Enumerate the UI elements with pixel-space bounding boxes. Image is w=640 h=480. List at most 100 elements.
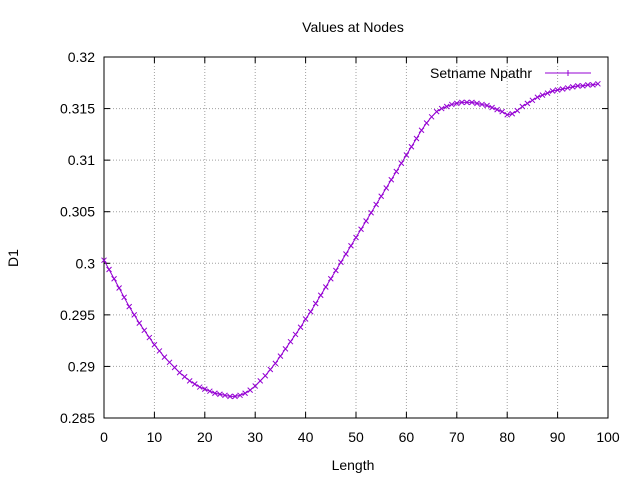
data-point	[413, 135, 420, 142]
data-point	[574, 83, 581, 89]
data-point	[201, 386, 208, 392]
data-point	[191, 381, 198, 387]
axis-ticks: 0 10 20 30 40 50 60 70 80 90 1000.2850.290.2950.30…	[60, 49, 620, 445]
data-point	[141, 327, 148, 334]
data-point	[438, 105, 445, 112]
data-point	[373, 201, 380, 208]
data-point	[156, 348, 163, 354]
data-point	[277, 353, 284, 359]
x-tick-label: 30	[247, 429, 263, 445]
x-tick-label: 100	[596, 429, 620, 445]
data-point	[312, 300, 319, 307]
data-point	[267, 366, 274, 373]
data-point	[206, 388, 213, 395]
data-point	[388, 176, 395, 183]
data-point	[302, 316, 309, 322]
x-tick-label: 80	[499, 429, 515, 445]
data-point	[509, 110, 516, 117]
data-point	[237, 392, 243, 399]
data-point	[358, 226, 364, 233]
data-point	[448, 101, 455, 108]
data-point	[479, 101, 485, 108]
data-point	[504, 111, 511, 118]
x-axis-title: Length	[332, 457, 375, 473]
data-point	[590, 81, 596, 88]
chart-title: Values at Nodes	[302, 19, 404, 35]
data-point	[584, 81, 591, 88]
y-tick-label: 0.315	[60, 101, 95, 117]
data-point	[378, 193, 385, 200]
legend-marker-plus	[565, 70, 571, 76]
data-point	[484, 102, 490, 109]
y-tick-label: 0.305	[60, 204, 95, 220]
data-point	[343, 251, 349, 257]
data-point	[196, 384, 203, 390]
data-point	[287, 338, 294, 345]
x-tick-label: 40	[298, 429, 314, 445]
data-point	[559, 86, 566, 92]
data-point	[297, 324, 304, 331]
data-point	[514, 107, 521, 114]
data-point	[171, 364, 178, 371]
data-point	[166, 359, 173, 366]
y-tick-label: 0.3	[76, 255, 96, 271]
data-point	[338, 259, 344, 266]
data-point	[464, 99, 470, 106]
data-point	[595, 80, 601, 87]
data-point	[494, 106, 500, 113]
y-tick-label: 0.32	[68, 49, 95, 65]
data-point	[554, 87, 561, 93]
data-point	[579, 83, 586, 89]
data-point	[242, 390, 248, 397]
y-axis-title: D1	[5, 249, 21, 267]
data-point	[529, 97, 536, 104]
data-point	[222, 392, 228, 399]
y-tick-label: 0.285	[60, 410, 95, 426]
data-point	[212, 390, 218, 397]
x-tick-label: 10	[147, 429, 163, 445]
data-point	[423, 120, 430, 126]
data-point	[458, 99, 465, 106]
y-tick-label: 0.29	[68, 358, 95, 374]
data-point	[363, 218, 369, 224]
data-point	[327, 275, 334, 282]
data-point	[247, 387, 254, 394]
legend-marker	[565, 70, 571, 76]
data-point	[489, 104, 495, 111]
data-point	[348, 242, 354, 249]
series-layer	[101, 80, 601, 400]
data-point	[116, 285, 122, 291]
x-tick-label: 70	[449, 429, 465, 445]
data-point	[393, 168, 400, 175]
data-point	[428, 113, 435, 120]
data-point	[126, 303, 133, 310]
data-point	[186, 378, 193, 384]
x-tick-label: 60	[399, 429, 415, 445]
data-point	[469, 99, 475, 106]
data-point	[161, 354, 168, 360]
data-point	[252, 383, 259, 389]
data-point	[433, 108, 440, 115]
data-point	[176, 369, 183, 376]
data-point	[146, 334, 153, 341]
data-point	[131, 312, 138, 318]
data-point	[307, 308, 314, 315]
data-point	[106, 266, 112, 273]
data-point	[121, 294, 128, 301]
data-point	[151, 341, 158, 348]
x-tick-label: 20	[197, 429, 213, 445]
data-point	[262, 372, 269, 379]
data-point	[292, 331, 299, 338]
data-point	[332, 267, 339, 274]
data-point	[282, 346, 289, 352]
x-tick-label: 0	[100, 429, 108, 445]
data-point	[499, 108, 506, 115]
data-point	[564, 85, 571, 91]
data-point	[181, 373, 188, 380]
data-point	[569, 84, 576, 90]
data-point	[136, 320, 143, 326]
y-tick-label: 0.31	[68, 152, 95, 168]
data-point	[403, 152, 410, 158]
